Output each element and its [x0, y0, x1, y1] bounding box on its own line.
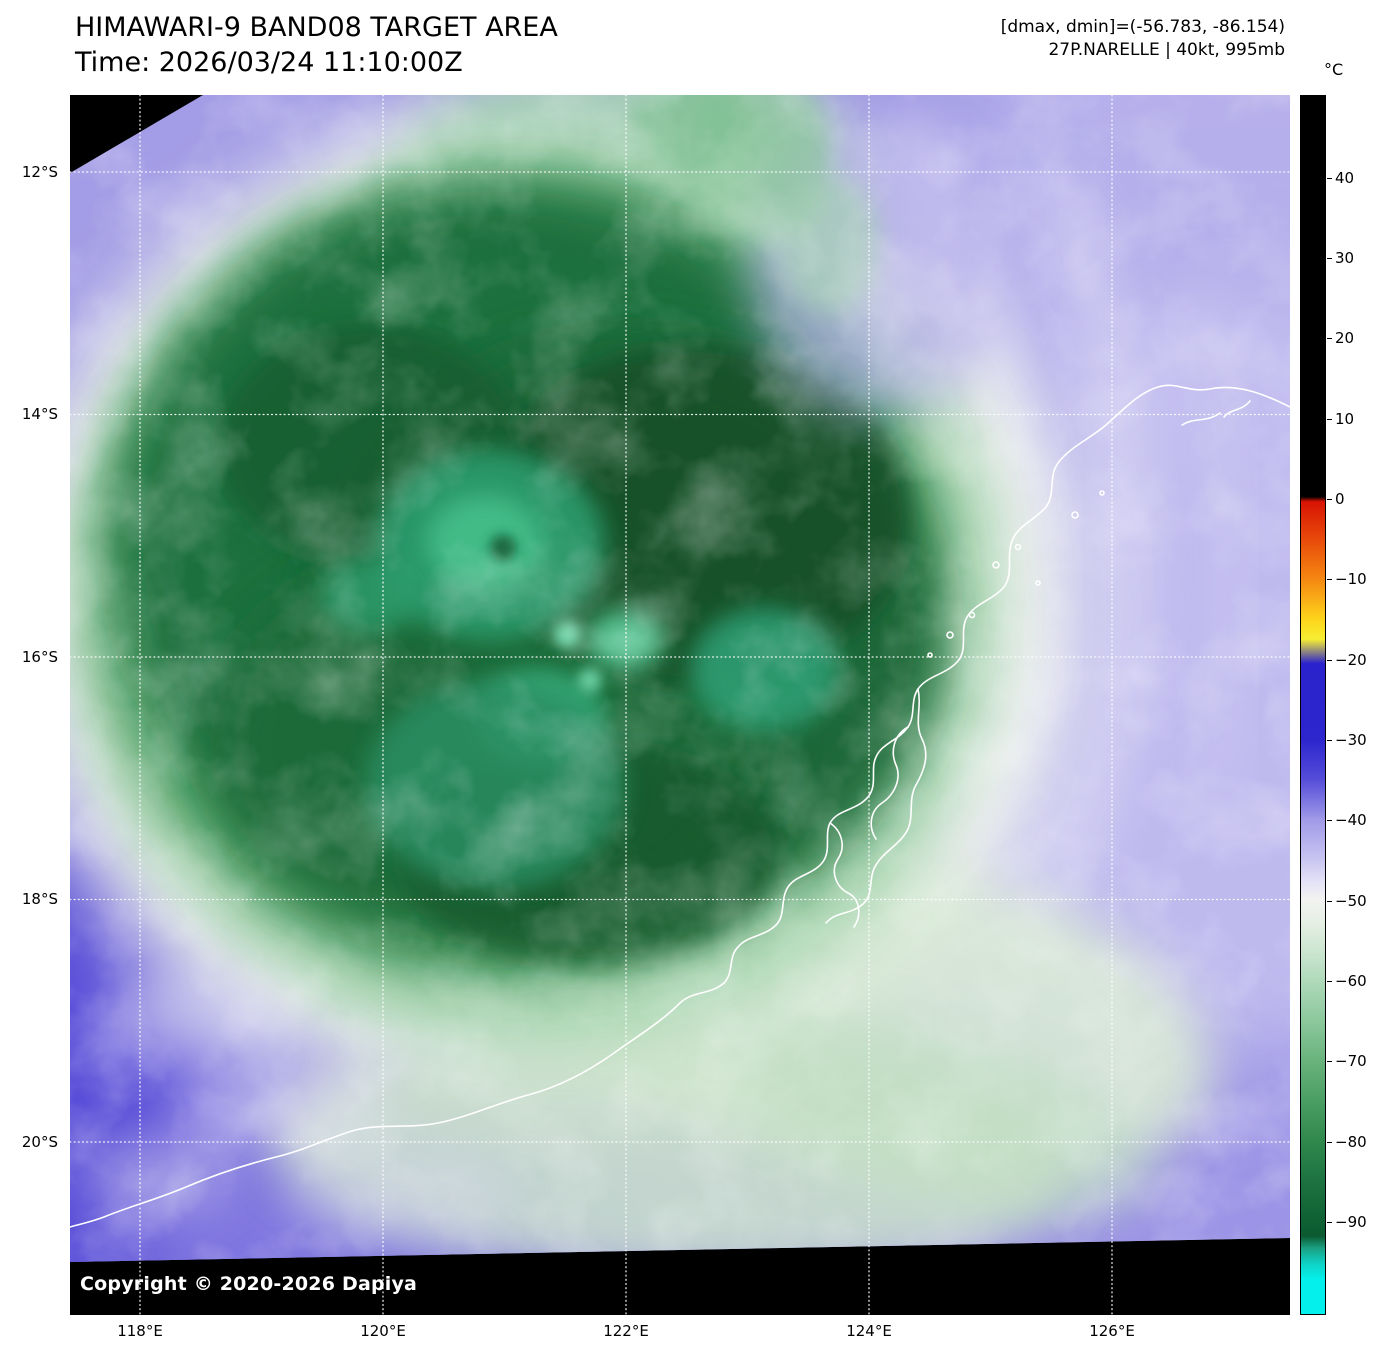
- colorbar-tick: 30: [1326, 249, 1355, 267]
- colorbar-tick: −30: [1327, 731, 1367, 749]
- dmax-dmin-readout: [dmax, dmin]=(-56.783, -86.154): [1000, 17, 1285, 37]
- storm-info: 27P.NARELLE | 40kt, 995mb: [1048, 40, 1285, 60]
- lat-label: 14°S: [21, 405, 58, 423]
- header-right: [dmax, dmin]=(-56.783, -86.154) 27P.NARE…: [1001, 16, 1285, 62]
- colorbar-tick: −50: [1327, 892, 1367, 910]
- timestamp: Time: 2026/03/24 11:10:00Z: [75, 47, 463, 78]
- colorbar-tick: −40: [1327, 811, 1367, 829]
- coastlines: [70, 384, 1290, 1228]
- colorbar-tick: 0: [1327, 490, 1345, 508]
- grid-lines: [70, 95, 1290, 1315]
- colorbar-tick: −10: [1327, 570, 1367, 588]
- satellite-image: [70, 95, 1290, 1315]
- scan-data-area: [70, 95, 1290, 1262]
- lat-label: 20°S: [21, 1133, 58, 1151]
- colorbar-tick: 20: [1326, 329, 1355, 347]
- figure-title: HIMAWARI-9 BAND08 TARGET AREA: [75, 12, 558, 43]
- lat-label: 18°S: [21, 890, 58, 908]
- colorbar-tick-labels: 40 30 20 10 0 −10 −20 −30 −40 −50 −60 −7…: [1326, 95, 1388, 1315]
- satellite-map: Copyright © 2020-2026 Dapiya: [70, 95, 1290, 1315]
- colorbar-tick: 40: [1326, 169, 1355, 187]
- copyright-text: Copyright © 2020-2026 Dapiya: [80, 1273, 418, 1295]
- lon-label: 118°E: [117, 1322, 163, 1340]
- lon-label: 126°E: [1089, 1322, 1135, 1340]
- lon-label: 120°E: [360, 1322, 406, 1340]
- colorbar-tick: −20: [1327, 651, 1367, 669]
- lat-label: 12°S: [21, 163, 58, 181]
- lon-label: 122°E: [603, 1322, 649, 1340]
- colorbar-unit: °C: [1324, 60, 1344, 79]
- lon-label: 124°E: [846, 1322, 892, 1340]
- temperature-colorbar: [1300, 95, 1326, 1315]
- lat-label: 16°S: [21, 648, 58, 666]
- colorbar-tick: −90: [1327, 1213, 1367, 1231]
- colorbar-tick: −70: [1327, 1052, 1367, 1070]
- colorbar-tick: −80: [1327, 1133, 1367, 1151]
- colorbar-tick: 10: [1326, 410, 1355, 428]
- colorbar-tick: −60: [1327, 972, 1367, 990]
